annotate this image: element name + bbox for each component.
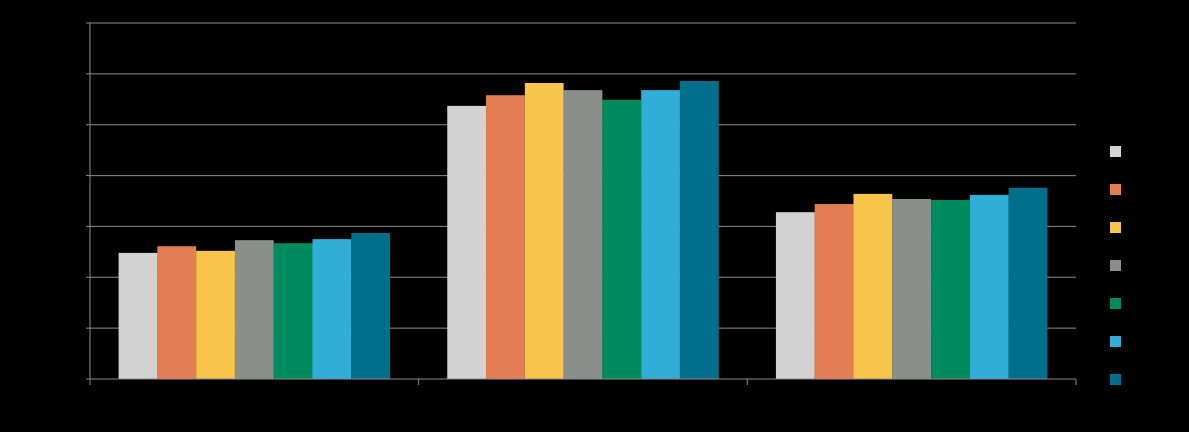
legend-marker bbox=[1110, 374, 1121, 385]
legend-marker bbox=[1110, 260, 1121, 271]
bar bbox=[351, 233, 391, 379]
bar bbox=[234, 240, 274, 379]
bar bbox=[679, 80, 719, 379]
legend-marker bbox=[1110, 336, 1121, 347]
bar bbox=[969, 194, 1009, 379]
bar bbox=[118, 252, 158, 379]
bar bbox=[196, 250, 235, 379]
bar bbox=[641, 90, 680, 379]
bar bbox=[892, 198, 932, 379]
bar bbox=[486, 95, 525, 380]
bar bbox=[157, 246, 197, 379]
bar bbox=[853, 193, 893, 379]
bar bbox=[1008, 187, 1048, 379]
bar bbox=[814, 204, 854, 379]
bar bbox=[447, 105, 487, 379]
legend-marker bbox=[1110, 146, 1121, 157]
bar bbox=[312, 239, 352, 379]
bar bbox=[524, 83, 564, 380]
bar bbox=[563, 90, 603, 379]
legend-marker bbox=[1110, 222, 1121, 233]
legend-marker bbox=[1110, 184, 1121, 195]
legend-marker bbox=[1110, 298, 1121, 309]
bar bbox=[931, 199, 970, 379]
bar bbox=[775, 212, 815, 379]
bar bbox=[273, 243, 313, 379]
bar bbox=[602, 99, 642, 380]
